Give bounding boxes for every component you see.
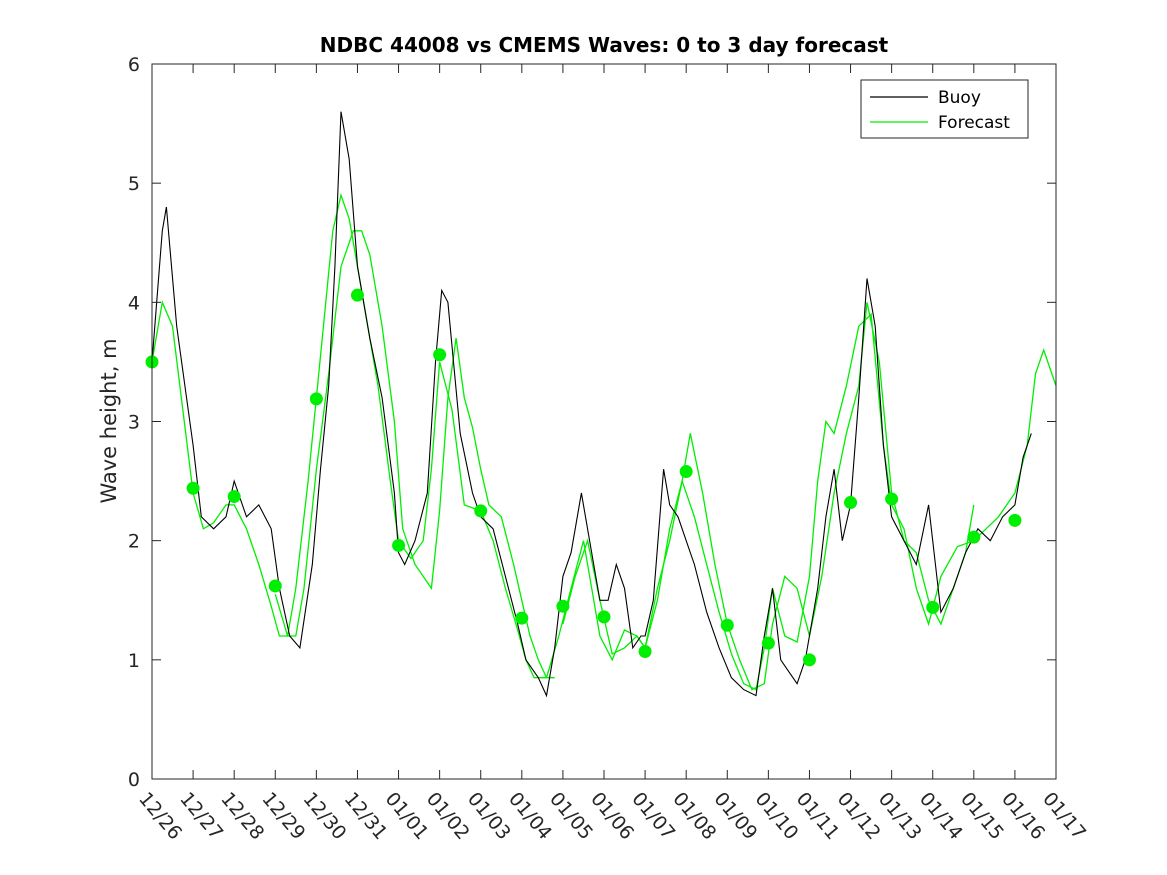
forecast-marker	[186, 481, 200, 495]
forecast-marker	[227, 490, 241, 504]
x-tick-label: 12/31	[340, 788, 392, 844]
x-tick-label: 01/05	[545, 788, 597, 844]
forecast-marker	[638, 644, 652, 658]
forecast-marker	[802, 653, 816, 667]
forecast-marker	[556, 599, 570, 613]
x-tick-label: 01/03	[463, 788, 515, 844]
forecast-marker	[392, 538, 406, 552]
x-tick-label: 12/30	[299, 788, 351, 844]
forecast-marker	[885, 492, 899, 506]
forecast-marker	[926, 600, 940, 614]
x-tick-label: 01/12	[833, 788, 885, 844]
x-tick-label: 01/16	[997, 788, 1049, 844]
x-tick-label: 01/02	[422, 788, 474, 844]
forecast-marker	[597, 610, 611, 624]
forecast-series-line	[562, 302, 975, 691]
y-tick-label: 3	[128, 412, 140, 434]
forecast-marker	[309, 392, 323, 406]
x-tick-label: 01/01	[381, 788, 433, 844]
x-tick-label: 01/15	[956, 788, 1008, 844]
y-tick-label: 6	[128, 54, 140, 76]
forecast-marker	[720, 618, 734, 632]
chart-title: NDBC 44008 vs CMEMS Waves: 0 to 3 day fo…	[320, 33, 889, 57]
x-tick-label: 01/08	[668, 788, 720, 844]
y-tick-label: 2	[128, 531, 140, 553]
axes-box	[151, 63, 1057, 780]
forecast-marker	[433, 348, 447, 362]
forecast-marker	[761, 636, 775, 650]
x-tick-label: 12/29	[257, 788, 309, 844]
legend-buoy-label: Buoy	[938, 88, 981, 108]
legend-box	[860, 79, 1029, 139]
forecast-series-line	[274, 230, 555, 679]
forecast-marker	[967, 530, 981, 544]
x-tick-label: 01/17	[1038, 788, 1090, 844]
forecast-marker	[1008, 513, 1022, 527]
x-tick-label: 01/04	[504, 788, 556, 844]
y-tick-label: 1	[128, 650, 140, 672]
legend-forecast-label: Forecast	[938, 113, 1010, 133]
buoy-series-line	[151, 111, 1032, 698]
y-tick-label: 5	[128, 173, 140, 195]
plot-area: 012345612/2612/2712/2812/2912/3012/3101/…	[128, 54, 1090, 844]
forecast-marker	[679, 465, 693, 479]
forecast-marker	[350, 288, 364, 302]
x-tick-label: 01/09	[709, 788, 761, 844]
x-tick-label: 01/13	[874, 788, 926, 844]
forecast-marker	[515, 611, 529, 625]
x-tick-label: 01/06	[586, 788, 638, 844]
x-tick-label: 12/26	[134, 788, 186, 844]
x-tick-label: 12/27	[175, 788, 227, 844]
y-tick-label: 0	[128, 769, 140, 791]
x-tick-label: 01/07	[627, 788, 679, 844]
x-tick-label: 01/11	[792, 788, 844, 844]
forecast-marker	[474, 504, 488, 518]
x-tick-label: 12/28	[216, 788, 268, 844]
x-tick-label: 01/14	[915, 788, 967, 844]
forecast-marker	[844, 496, 858, 510]
x-tick-label: 01/10	[751, 788, 803, 844]
legend[interactable]: Buoy Forecast	[860, 79, 1029, 139]
y-axis-label: Wave height, m	[97, 338, 121, 503]
y-tick-label: 4	[128, 292, 140, 314]
forecast-marker	[268, 579, 282, 593]
